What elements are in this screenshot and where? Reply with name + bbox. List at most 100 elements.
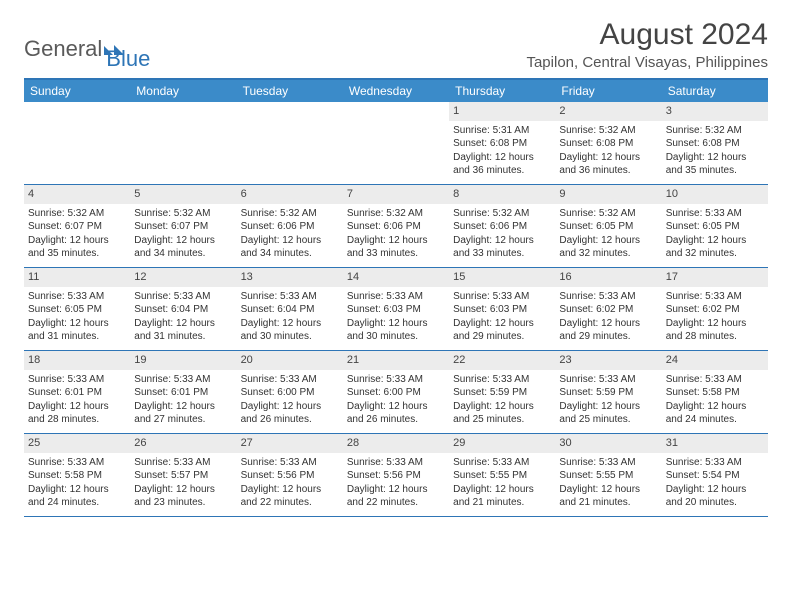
day-cell: 19 Sunrise: 5:33 AMSunset: 6:01 PMDayligh…: [130, 351, 236, 433]
day-number: 13: [237, 268, 343, 287]
day-number: 4: [24, 185, 130, 204]
day-cell: [237, 102, 343, 184]
sunrise-text: Sunrise: 5:32 AM: [453, 207, 551, 221]
day-cell: 8Sunrise: 5:32 AMSunset: 6:06 PMDaylight…: [449, 185, 555, 267]
daylight-text: Daylight: 12 hours and 20 minutes.: [666, 483, 764, 510]
header: General Blue August 2024 Tapilon, Centra…: [24, 18, 768, 72]
sunset-text: Sunset: 5:56 PM: [241, 469, 339, 483]
day-cell: 23Sunrise: 5:33 AMSunset: 5:59 PMDayligh…: [555, 351, 661, 433]
daylight-text: Daylight: 12 hours and 21 minutes.: [453, 483, 551, 510]
sunset-text: Sunset: 5:56 PM: [347, 469, 445, 483]
day-cell: 4Sunrise: 5:32 AMSunset: 6:07 PMDaylight…: [24, 185, 130, 267]
dow-tuesday: Tuesday: [237, 80, 343, 102]
day-cell: 6Sunrise: 5:32 AMSunset: 6:06 PMDaylight…: [237, 185, 343, 267]
day-number: 23: [555, 351, 661, 370]
daylight-text: Daylight: 12 hours and 25 minutes.: [453, 400, 551, 427]
sunrise-text: Sunrise: 5:31 AM: [453, 124, 551, 138]
week-row: 25Sunrise: 5:33 AMSunset: 5:58 PMDayligh…: [24, 434, 768, 517]
week-row: 18Sunrise: 5:33 AMSunset: 6:01 PMDayligh…: [24, 351, 768, 434]
sunset-text: Sunset: 6:05 PM: [559, 220, 657, 234]
day-cell: 25Sunrise: 5:33 AMSunset: 5:58 PMDayligh…: [24, 434, 130, 516]
calendar: Sunday Monday Tuesday Wednesday Thursday…: [24, 78, 768, 517]
sunrise-text: Sunrise: 5:33 AM: [666, 290, 764, 304]
sunset-text: Sunset: 6:03 PM: [453, 303, 551, 317]
brand-part1: General: [24, 36, 102, 62]
sunrise-text: Sunrise: 5:33 AM: [134, 373, 232, 387]
day-number: 20: [237, 351, 343, 370]
daylight-text: Daylight: 12 hours and 33 minutes.: [347, 234, 445, 261]
daylight-text: Daylight: 12 hours and 32 minutes.: [559, 234, 657, 261]
sunset-text: Sunset: 6:03 PM: [347, 303, 445, 317]
day-number: 10: [662, 185, 768, 204]
daylight-text: Daylight: 12 hours and 32 minutes.: [666, 234, 764, 261]
daylight-text: Daylight: 12 hours and 29 minutes.: [453, 317, 551, 344]
sunset-text: Sunset: 6:00 PM: [241, 386, 339, 400]
daylight-text: Daylight: 12 hours and 34 minutes.: [241, 234, 339, 261]
sunset-text: Sunset: 5:54 PM: [666, 469, 764, 483]
day-number: 17: [662, 268, 768, 287]
dow-wednesday: Wednesday: [343, 80, 449, 102]
sunrise-text: Sunrise: 5:32 AM: [666, 124, 764, 138]
dow-row: Sunday Monday Tuesday Wednesday Thursday…: [24, 80, 768, 102]
sunset-text: Sunset: 6:08 PM: [559, 137, 657, 151]
sunrise-text: Sunrise: 5:33 AM: [347, 290, 445, 304]
sunset-text: Sunset: 6:08 PM: [453, 137, 551, 151]
day-number: 19: [130, 351, 236, 370]
sunset-text: Sunset: 6:06 PM: [241, 220, 339, 234]
day-number: 21: [343, 351, 449, 370]
day-cell: 20Sunrise: 5:33 AMSunset: 6:00 PMDayligh…: [237, 351, 343, 433]
day-cell: [24, 102, 130, 184]
week-row: 4Sunrise: 5:32 AMSunset: 6:07 PMDaylight…: [24, 185, 768, 268]
day-cell: 30Sunrise: 5:33 AMSunset: 5:55 PMDayligh…: [555, 434, 661, 516]
daylight-text: Daylight: 12 hours and 34 minutes.: [134, 234, 232, 261]
sunset-text: Sunset: 6:05 PM: [28, 303, 126, 317]
sunrise-text: Sunrise: 5:33 AM: [453, 290, 551, 304]
day-cell: 12Sunrise: 5:33 AMSunset: 6:04 PMDayligh…: [130, 268, 236, 350]
sunrise-text: Sunrise: 5:32 AM: [28, 207, 126, 221]
sunrise-text: Sunrise: 5:33 AM: [134, 290, 232, 304]
day-number: 12: [130, 268, 236, 287]
day-number: 11: [24, 268, 130, 287]
day-number: 26: [130, 434, 236, 453]
sunrise-text: Sunrise: 5:33 AM: [666, 373, 764, 387]
daylight-text: Daylight: 12 hours and 30 minutes.: [347, 317, 445, 344]
day-number: 15: [449, 268, 555, 287]
sunrise-text: Sunrise: 5:33 AM: [453, 373, 551, 387]
sunset-text: Sunset: 5:58 PM: [28, 469, 126, 483]
sunset-text: Sunset: 5:55 PM: [453, 469, 551, 483]
daylight-text: Daylight: 12 hours and 36 minutes.: [453, 151, 551, 178]
daylight-text: Daylight: 12 hours and 30 minutes.: [241, 317, 339, 344]
sunrise-text: Sunrise: 5:33 AM: [241, 373, 339, 387]
sunrise-text: Sunrise: 5:33 AM: [134, 456, 232, 470]
dow-saturday: Saturday: [662, 80, 768, 102]
sunrise-text: Sunrise: 5:33 AM: [666, 207, 764, 221]
day-number: 2: [555, 102, 661, 121]
day-number: 22: [449, 351, 555, 370]
daylight-text: Daylight: 12 hours and 28 minutes.: [666, 317, 764, 344]
daylight-text: Daylight: 12 hours and 27 minutes.: [134, 400, 232, 427]
day-cell: 17Sunrise: 5:33 AMSunset: 6:02 PMDayligh…: [662, 268, 768, 350]
day-cell: 9Sunrise: 5:32 AMSunset: 6:05 PMDaylight…: [555, 185, 661, 267]
daylight-text: Daylight: 12 hours and 25 minutes.: [559, 400, 657, 427]
day-cell: 16Sunrise: 5:33 AMSunset: 6:02 PMDayligh…: [555, 268, 661, 350]
day-number: 27: [237, 434, 343, 453]
day-number: 30: [555, 434, 661, 453]
day-cell: [343, 102, 449, 184]
sunset-text: Sunset: 6:01 PM: [28, 386, 126, 400]
daylight-text: Daylight: 12 hours and 36 minutes.: [559, 151, 657, 178]
sunset-text: Sunset: 5:59 PM: [453, 386, 551, 400]
daylight-text: Daylight: 12 hours and 23 minutes.: [134, 483, 232, 510]
month-title: August 2024: [526, 18, 768, 52]
dow-sunday: Sunday: [24, 80, 130, 102]
sunrise-text: Sunrise: 5:33 AM: [559, 373, 657, 387]
sunset-text: Sunset: 6:06 PM: [453, 220, 551, 234]
brand-logo: General Blue: [24, 18, 150, 72]
day-cell: 7Sunrise: 5:32 AMSunset: 6:06 PMDaylight…: [343, 185, 449, 267]
daylight-text: Daylight: 12 hours and 28 minutes.: [28, 400, 126, 427]
day-cell: 13Sunrise: 5:33 AMSunset: 6:04 PMDayligh…: [237, 268, 343, 350]
day-cell: 31Sunrise: 5:33 AMSunset: 5:54 PMDayligh…: [662, 434, 768, 516]
title-block: August 2024 Tapilon, Central Visayas, Ph…: [526, 18, 768, 71]
sunset-text: Sunset: 6:02 PM: [559, 303, 657, 317]
sunset-text: Sunset: 6:01 PM: [134, 386, 232, 400]
daylight-text: Daylight: 12 hours and 24 minutes.: [666, 400, 764, 427]
